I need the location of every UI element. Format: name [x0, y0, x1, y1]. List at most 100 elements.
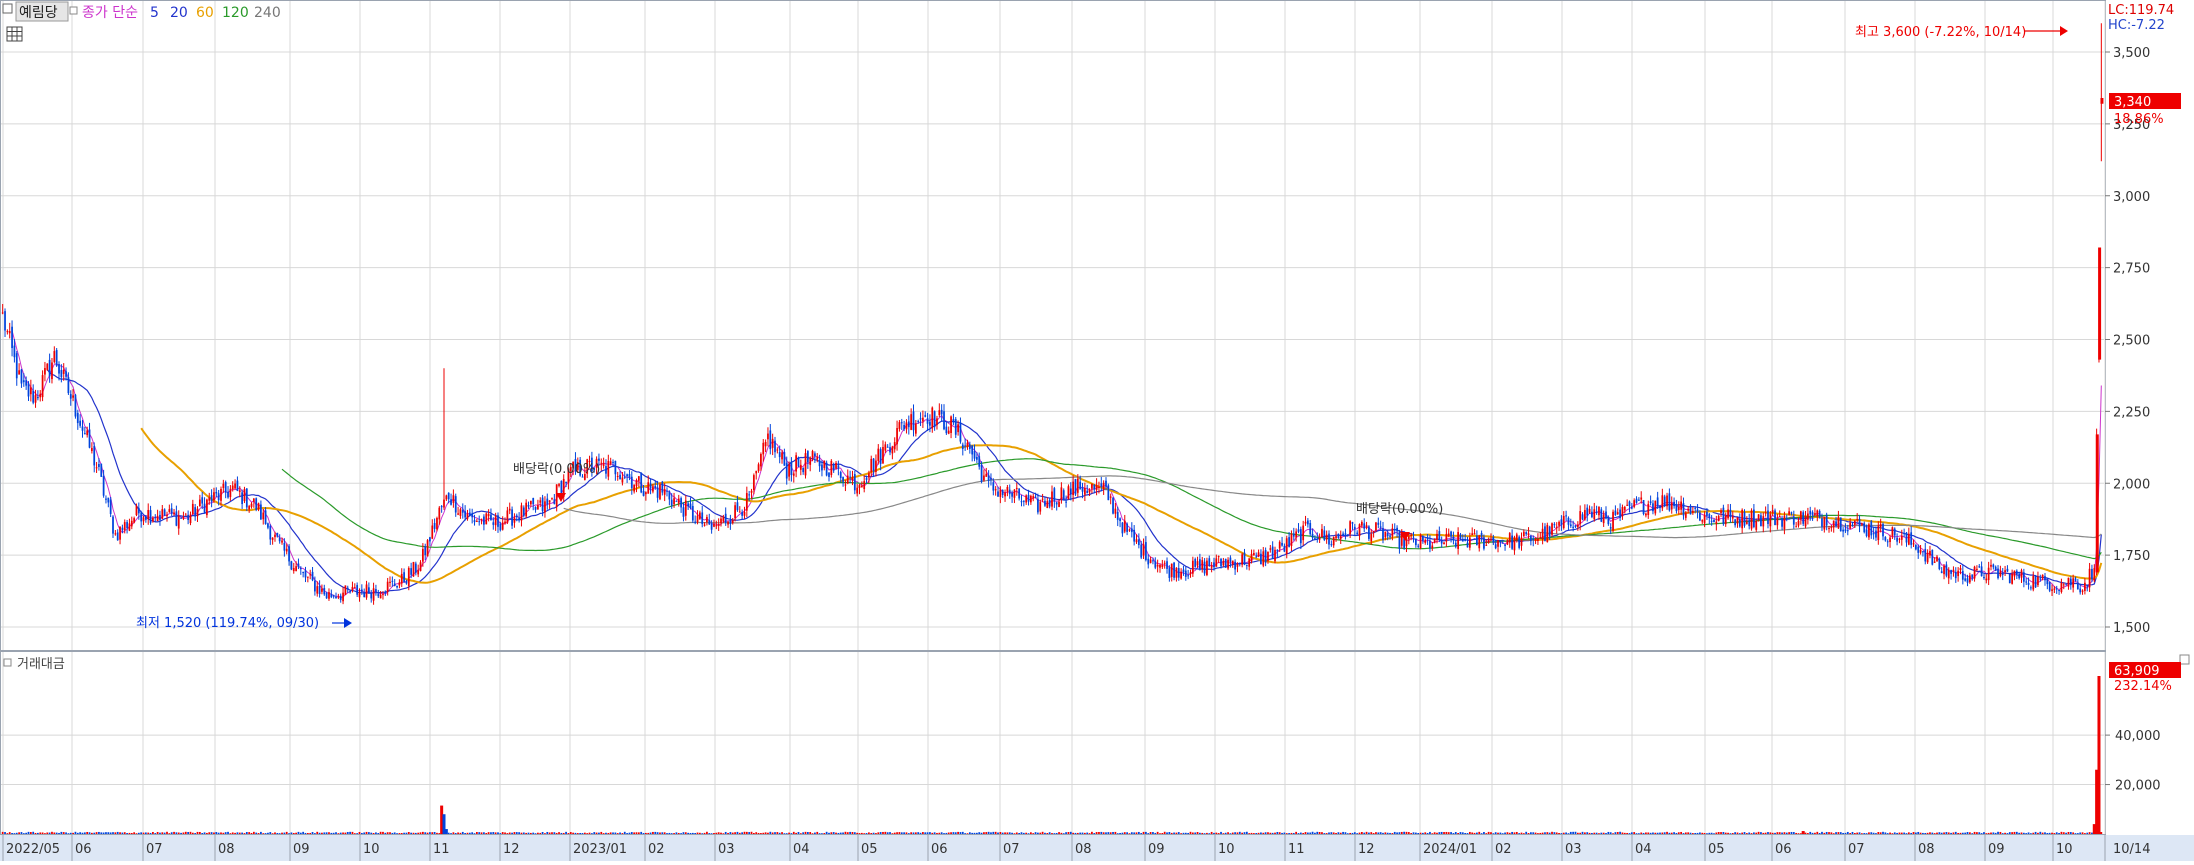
candle-body	[1170, 563, 1173, 577]
table-grid-icon[interactable]	[6, 26, 23, 42]
stock-name-box[interactable]	[15, 1, 69, 22]
volume-bar	[1454, 832, 1457, 834]
volume-bar	[1774, 832, 1776, 834]
volume-bar	[1539, 832, 1542, 834]
candle-body	[1107, 485, 1110, 501]
volume-bar	[1, 831, 4, 834]
volume-bar	[1365, 831, 1368, 834]
volume-bar	[1440, 831, 1443, 834]
candle-body	[459, 509, 462, 516]
volume-bar	[1499, 832, 1502, 834]
ma-toggle-icon[interactable]	[69, 6, 78, 15]
volume-bar	[236, 832, 239, 834]
volume-bar	[1515, 831, 1518, 834]
candle-body	[1706, 512, 1708, 516]
volume-bar	[501, 832, 504, 834]
volume-bar	[13, 833, 16, 834]
candle-body	[1792, 516, 1795, 525]
volume-bar	[506, 833, 509, 834]
volume-bar	[1842, 832, 1844, 834]
volume-bar	[858, 833, 861, 834]
legend-checkbox[interactable]	[2, 3, 13, 14]
candle-body	[548, 500, 551, 503]
volume-bar	[494, 832, 497, 834]
candle-body	[2034, 575, 2037, 588]
volume-bar	[407, 832, 410, 834]
volume-bar	[741, 832, 744, 834]
candle-body	[295, 566, 297, 571]
volume-bar	[1851, 831, 1854, 834]
volume-bar	[468, 832, 471, 834]
price-y-axis: 3,5003,2503,0002,7502,5002,2502,0001,750…	[2105, 46, 2150, 636]
volume-bar	[1985, 833, 1988, 834]
candle-body	[1785, 517, 1788, 519]
volume-bar	[1187, 832, 1190, 834]
candle-body	[1914, 544, 1917, 550]
volume-bar	[1680, 831, 1683, 834]
volume-bar	[1929, 832, 1931, 834]
volume-bar	[429, 832, 431, 834]
volume-bar	[264, 833, 267, 834]
volume-bar	[461, 831, 464, 834]
volume-bar	[107, 832, 110, 834]
volume-bar	[853, 832, 856, 834]
volume-bar	[396, 833, 398, 834]
volume-toggle-icon[interactable]	[3, 658, 12, 667]
x-tick-label: 06	[1775, 842, 1792, 857]
candle-body	[1255, 555, 1258, 557]
volume-bar	[1755, 832, 1758, 834]
volume-bar	[1433, 832, 1436, 834]
volume-bar	[1727, 832, 1729, 834]
candle-body	[701, 512, 704, 525]
volume-bar	[914, 832, 917, 834]
candle-body	[213, 492, 215, 501]
volume-bar	[1142, 831, 1145, 834]
candle-body	[1412, 537, 1415, 540]
volume-bar	[144, 832, 147, 834]
volume-bar	[1029, 832, 1032, 834]
candle-body	[691, 506, 694, 521]
candle-body	[32, 390, 35, 403]
candle-body	[1372, 531, 1375, 533]
volume-bar	[65, 832, 67, 834]
candle-body	[1316, 538, 1319, 540]
volume-bar	[945, 832, 948, 834]
volume-bar	[875, 833, 877, 834]
volume-bar	[997, 832, 999, 834]
volume-bar	[1769, 832, 1772, 834]
x-tick-label: 05	[1708, 842, 1725, 857]
volume-panel-resize-icon[interactable]	[2179, 654, 2190, 665]
volume-bar	[609, 832, 612, 834]
candle-body	[184, 514, 187, 516]
volume-bar	[891, 833, 894, 834]
volume-bar	[112, 832, 114, 834]
volume-bar	[1067, 832, 1070, 834]
candle-body	[386, 581, 389, 592]
volume-bar	[1093, 833, 1096, 834]
candle-body	[58, 364, 60, 374]
volume-bar	[583, 832, 586, 834]
candle-body	[588, 460, 591, 462]
candle-body	[605, 466, 607, 474]
candle-body	[1652, 503, 1654, 512]
candle-body	[1459, 534, 1462, 539]
candle-body	[2018, 573, 2021, 579]
candle-body	[1447, 533, 1450, 536]
volume-bar	[1583, 832, 1586, 834]
volume-bar	[1189, 831, 1192, 834]
volume-bar	[389, 832, 391, 834]
candle-body	[384, 591, 387, 594]
candle-body	[1907, 533, 1910, 545]
candle-body	[306, 576, 309, 578]
volume-bar	[372, 832, 375, 834]
candle-body	[2086, 585, 2089, 587]
volume-bar	[1682, 833, 1685, 834]
candle-body	[1095, 484, 1098, 490]
volume-bar	[708, 833, 711, 834]
volume-bar	[2081, 832, 2084, 834]
candle-body	[1365, 525, 1368, 528]
volume-bar	[1551, 831, 1553, 834]
candle-body	[168, 509, 171, 513]
candle-body	[673, 498, 675, 505]
